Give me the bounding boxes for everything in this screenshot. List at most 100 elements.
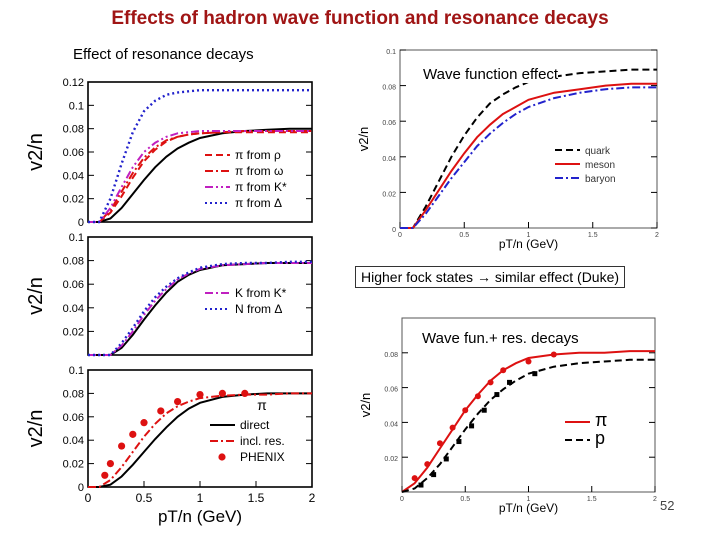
right-bottom-caption: Wave fun.+ res. decays xyxy=(422,330,579,347)
y-tick-label: 0.04 xyxy=(384,421,398,428)
y-tick-label: 0.04 xyxy=(63,303,84,315)
data-point xyxy=(474,393,481,400)
legend-title: π xyxy=(257,397,267,413)
x-tick-label: 1.5 xyxy=(587,496,597,503)
legend-label: π from K* xyxy=(235,180,287,194)
legend-label: K from K* xyxy=(235,286,287,300)
data-point xyxy=(424,461,431,468)
data-point xyxy=(218,389,226,397)
x-tick-label: 1 xyxy=(527,496,531,503)
y-tick-label: 0 xyxy=(78,217,84,229)
y-tick-label: 0.1 xyxy=(69,100,84,112)
data-point xyxy=(507,379,513,385)
x-axis-label: pT/n (GeV) xyxy=(499,501,558,515)
x-tick-label: 1.5 xyxy=(248,491,265,505)
legend-label: incl. res. xyxy=(240,434,285,448)
legend-label: π from ω xyxy=(235,164,283,178)
y-tick-label: 0.08 xyxy=(63,388,84,400)
legend-label: quark xyxy=(585,146,611,157)
legend-label: N from Δ xyxy=(235,302,282,316)
y-tick-label: 0.08 xyxy=(63,256,84,268)
data-point xyxy=(418,482,424,488)
x-tick-label: 1.5 xyxy=(588,232,598,239)
y-tick-label: 0.1 xyxy=(69,365,84,377)
data-point xyxy=(196,390,204,399)
data-point xyxy=(469,423,475,429)
y-axis-label: v2/n xyxy=(356,127,371,152)
series-line-- xyxy=(401,350,655,493)
y-tick-label: 0 xyxy=(392,227,396,234)
series-line-baryon xyxy=(400,86,657,229)
data-point xyxy=(481,407,487,413)
data-point xyxy=(487,379,494,386)
series-line-k-from-k- xyxy=(88,262,312,356)
x-tick-label: 2 xyxy=(655,232,659,239)
legend-label: meson xyxy=(585,160,615,171)
data-point xyxy=(118,442,126,450)
data-point xyxy=(449,424,456,431)
data-point xyxy=(462,407,469,414)
y-tick-label: 0.02 xyxy=(63,459,84,471)
data-point xyxy=(500,367,507,374)
plot-frame xyxy=(87,369,313,488)
y-tick-label: 0.02 xyxy=(63,194,84,206)
plot-frame xyxy=(87,236,313,356)
legend-marker xyxy=(218,453,226,461)
data-point xyxy=(525,358,532,365)
y-axis-label: v2/n xyxy=(358,393,373,418)
x-tick-label: 0.5 xyxy=(136,491,153,505)
x-tick-label: 0 xyxy=(400,496,404,503)
x-tick-label: 0 xyxy=(398,232,402,239)
series-line-p xyxy=(401,358,655,493)
y-tick-label: 0.04 xyxy=(382,156,396,163)
x-axis-label: pT/n (GeV) xyxy=(158,507,242,526)
data-point xyxy=(431,472,437,478)
data-point xyxy=(436,440,443,447)
x-tick-label: 0.5 xyxy=(460,496,470,503)
series-line-meson xyxy=(400,82,657,229)
legend-label: π xyxy=(595,410,607,430)
x-tick-label: 1 xyxy=(197,491,204,505)
x-tick-label: 0 xyxy=(85,491,92,505)
legend-label: π from Δ xyxy=(235,196,282,210)
y-axis-label: v2/n xyxy=(25,277,47,315)
y-tick-label: 0.02 xyxy=(384,456,398,463)
y-tick-label: 0.02 xyxy=(382,191,396,198)
legend-label: baryon xyxy=(585,174,616,185)
legend-label: p xyxy=(595,428,605,448)
data-point xyxy=(443,456,449,462)
data-point xyxy=(456,439,462,445)
data-point xyxy=(241,389,249,397)
legend-label: PHENIX xyxy=(240,450,285,464)
y-tick-label: 0.1 xyxy=(69,232,84,244)
data-point xyxy=(106,460,114,468)
y-tick-label: 0.1 xyxy=(386,49,396,56)
data-point xyxy=(101,471,109,479)
series-line-quark xyxy=(400,68,657,229)
x-tick-label: 2 xyxy=(309,491,316,505)
page-number: 52 xyxy=(660,498,675,513)
data-point xyxy=(550,351,557,358)
y-axis-label: v2/n xyxy=(25,133,47,171)
series-line--from-k- xyxy=(88,130,312,223)
data-point xyxy=(140,419,148,427)
data-point xyxy=(411,475,418,482)
y-tick-label: 0.06 xyxy=(63,412,84,424)
x-tick-label: 0.5 xyxy=(459,232,469,239)
y-tick-label: 0.04 xyxy=(63,170,84,182)
y-tick-label: 0 xyxy=(78,482,84,494)
data-point xyxy=(129,430,137,438)
y-tick-label: 0.08 xyxy=(382,85,396,92)
y-tick-label: 0.06 xyxy=(63,147,84,159)
series-line--from- xyxy=(88,89,312,224)
y-tick-label: 0.08 xyxy=(63,124,84,136)
y-tick-label: 0.08 xyxy=(384,352,398,359)
series-line-n-from- xyxy=(88,260,312,357)
y-tick-label: 0.02 xyxy=(63,326,84,338)
legend-label: direct xyxy=(240,418,270,432)
data-point xyxy=(494,392,500,398)
legend-label: π from ρ xyxy=(235,148,281,162)
series-line-incl-res- xyxy=(88,392,312,488)
left-caption: Effect of resonance decays xyxy=(73,46,254,63)
